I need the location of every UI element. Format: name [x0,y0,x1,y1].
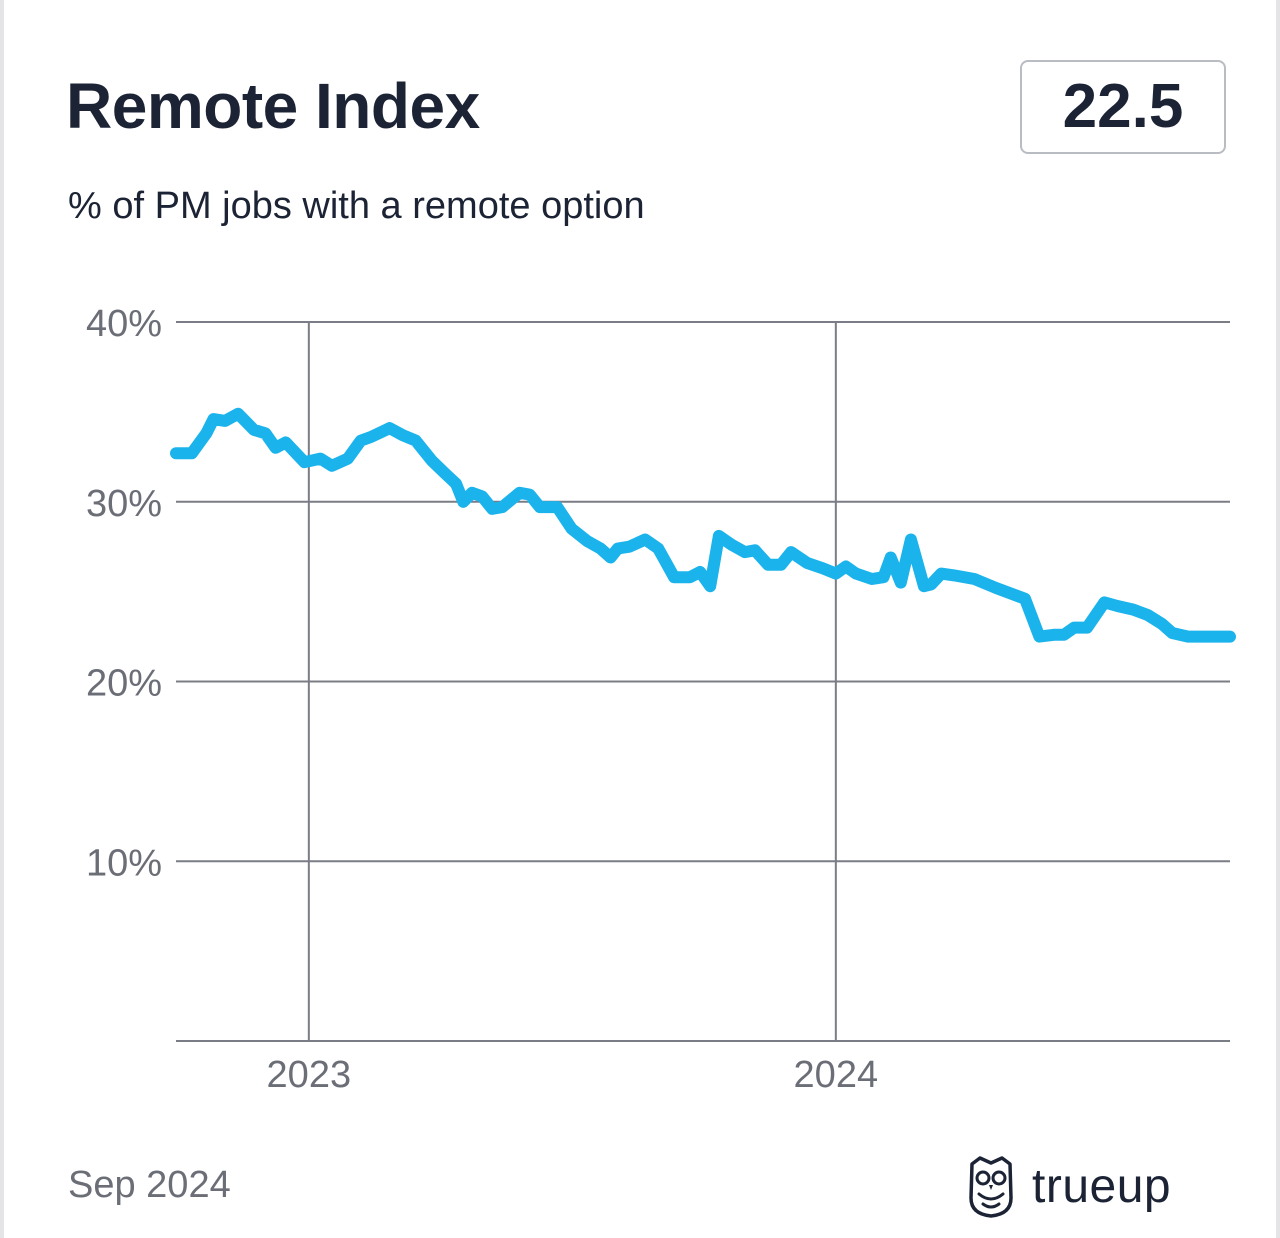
x-tick-label: 2024 [794,1054,879,1096]
axis-labels: 10% 20% 30% 40% 2023 2024 [86,303,878,1096]
current-value: 22.5 [1062,72,1184,141]
y-tick-label: 10% [86,842,162,884]
current-value-badge: 22.5 [1020,60,1226,154]
brand-logo[interactable]: trueup [966,1150,1171,1224]
y-tick-label: 30% [86,483,162,525]
series-layer [170,407,1236,643]
chart-subtitle: % of PM jobs with a remote option [68,185,645,227]
chart-title: Remote Index [66,70,480,142]
data-date: Sep 2024 [68,1164,231,1206]
owl-icon [969,1156,1013,1218]
brand-name: trueup [1032,1160,1172,1213]
x-tick-label: 2023 [267,1054,352,1096]
series-line [170,407,1236,643]
grid-lines [176,321,1230,1042]
line-chart: 10% 20% 30% 40% 2023 2024 [86,303,1236,1096]
y-tick-label: 20% [86,663,162,705]
y-tick-label: 40% [86,303,162,345]
